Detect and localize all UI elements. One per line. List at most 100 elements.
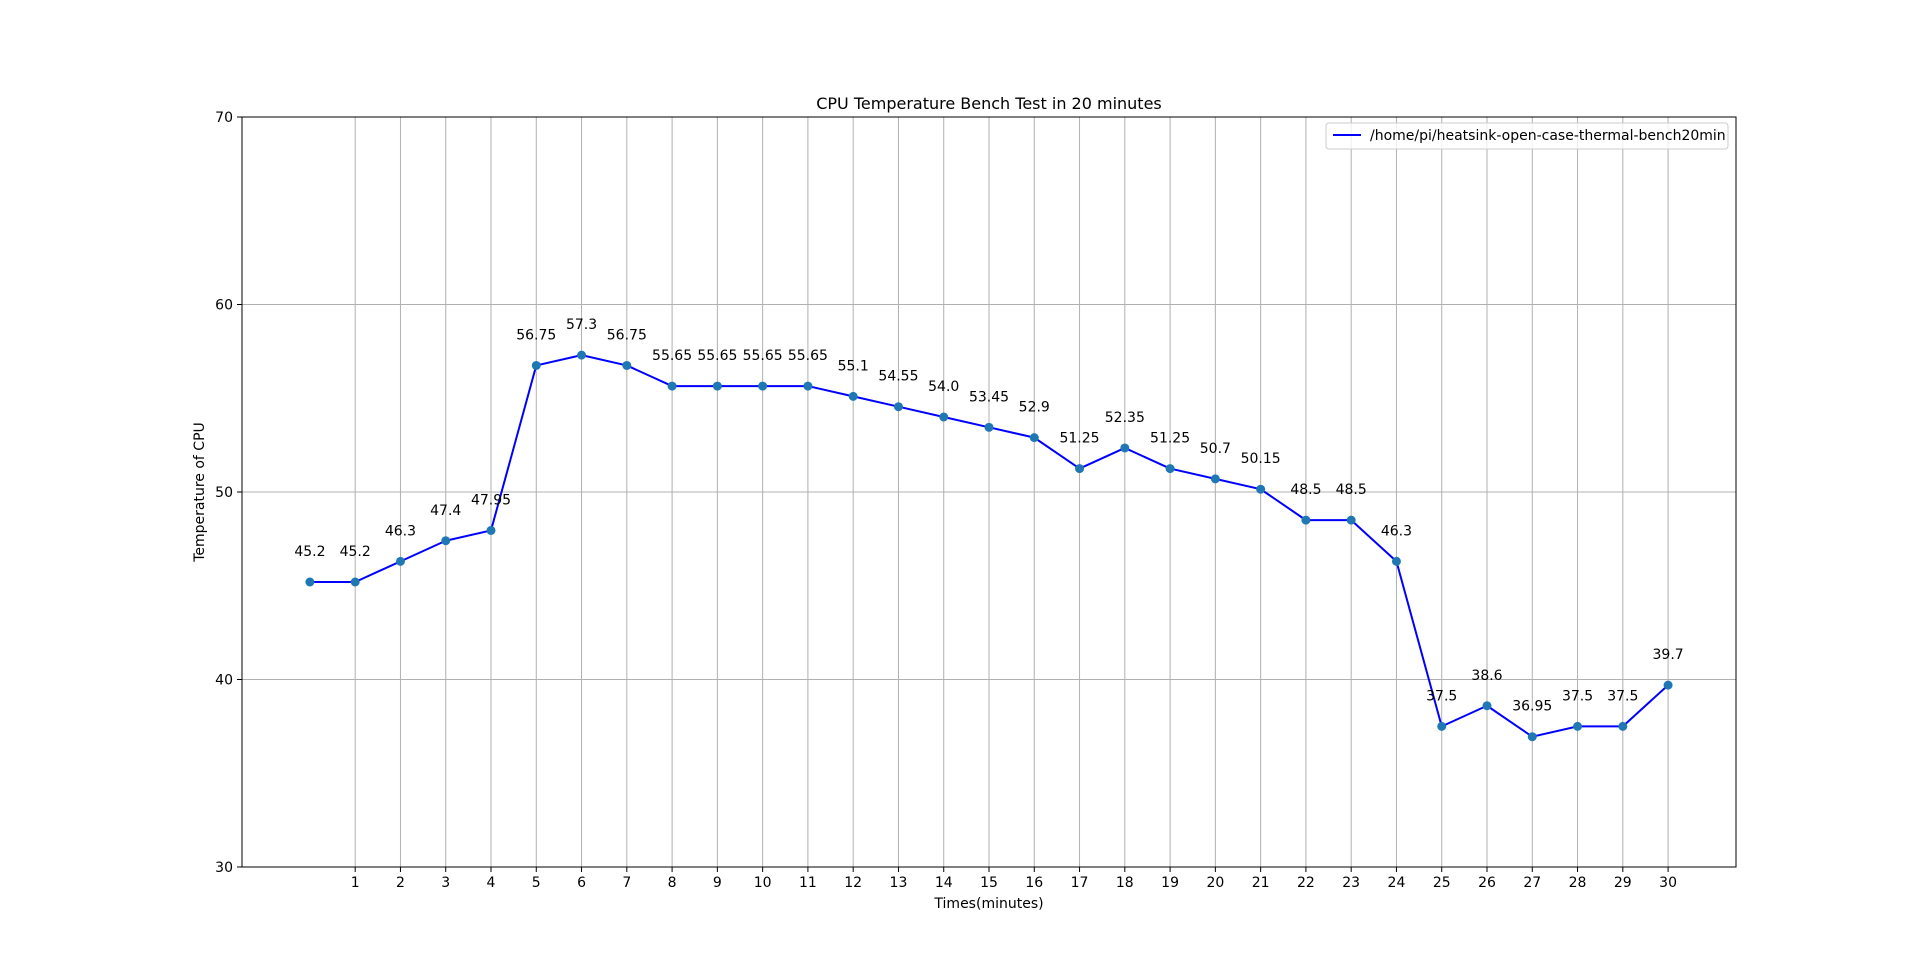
x-tick-label: 30 bbox=[1659, 875, 1677, 891]
data-label: 48.5 bbox=[1336, 482, 1367, 498]
x-tick-label: 24 bbox=[1388, 875, 1406, 891]
data-label: 53.45 bbox=[969, 389, 1009, 405]
legend-box bbox=[1325, 122, 1729, 150]
data-label: 55.65 bbox=[743, 348, 783, 364]
data-label: 37.5 bbox=[1607, 688, 1638, 704]
x-tick-label: 11 bbox=[799, 875, 817, 891]
data-label: 38.6 bbox=[1471, 668, 1502, 684]
data-point bbox=[1301, 515, 1311, 525]
data-label: 56.75 bbox=[607, 327, 647, 343]
x-tick-label: 26 bbox=[1478, 875, 1496, 891]
x-tick-label: 16 bbox=[1025, 875, 1043, 891]
data-label: 50.7 bbox=[1200, 441, 1231, 457]
x-tick-label: 15 bbox=[980, 875, 998, 891]
data-point bbox=[758, 381, 768, 391]
data-point bbox=[395, 556, 405, 566]
data-point bbox=[667, 381, 677, 391]
x-tick-label: 13 bbox=[890, 875, 908, 891]
x-tick-label: 2 bbox=[396, 875, 405, 891]
data-point bbox=[1346, 515, 1356, 525]
data-label: 46.3 bbox=[1381, 523, 1412, 539]
data-point bbox=[893, 402, 903, 412]
data-point bbox=[984, 422, 994, 432]
y-tick-label: 60 bbox=[215, 298, 233, 314]
data-point bbox=[1075, 464, 1085, 474]
legend-label: /home/pi/heatsink-open-case-thermal-benc… bbox=[1370, 128, 1726, 144]
data-label: 47.95 bbox=[471, 492, 511, 508]
data-point bbox=[531, 360, 541, 370]
data-point bbox=[1210, 474, 1220, 484]
x-tick-label: 5 bbox=[532, 875, 541, 891]
data-label: 50.15 bbox=[1241, 451, 1281, 467]
data-label: 56.75 bbox=[516, 327, 556, 343]
y-tick-label: 40 bbox=[215, 673, 233, 689]
data-point bbox=[350, 577, 360, 587]
x-tick-label: 14 bbox=[935, 875, 953, 891]
x-tick-label: 9 bbox=[713, 875, 722, 891]
data-point bbox=[486, 525, 496, 535]
chart-title: CPU Temperature Bench Test in 20 minutes bbox=[816, 94, 1162, 113]
data-point bbox=[848, 391, 858, 401]
data-point bbox=[1029, 433, 1039, 443]
x-axis-label: Times(minutes) bbox=[933, 896, 1043, 912]
data-label: 51.25 bbox=[1059, 431, 1099, 447]
data-point bbox=[1437, 721, 1447, 731]
x-tick-label: 17 bbox=[1071, 875, 1089, 891]
data-point bbox=[1482, 701, 1492, 711]
data-point bbox=[1663, 680, 1673, 690]
data-label: 48.5 bbox=[1290, 482, 1321, 498]
data-label: 54.0 bbox=[928, 379, 959, 395]
data-label: 39.7 bbox=[1653, 647, 1684, 663]
data-label: 51.25 bbox=[1150, 431, 1190, 447]
data-point bbox=[1391, 556, 1401, 566]
x-tick-label: 22 bbox=[1297, 875, 1315, 891]
x-tick-label: 27 bbox=[1523, 875, 1541, 891]
x-tick-label: 20 bbox=[1206, 875, 1224, 891]
x-tick-label: 6 bbox=[577, 875, 586, 891]
data-point bbox=[1573, 721, 1583, 731]
y-tick-label: 50 bbox=[215, 485, 233, 501]
data-label: 52.35 bbox=[1105, 410, 1145, 426]
data-label: 55.65 bbox=[788, 348, 828, 364]
data-label: 55.65 bbox=[697, 348, 737, 364]
data-label: 45.2 bbox=[294, 544, 325, 560]
data-labels: 45.2 45.2 46.3 47.4 47.95 56.75 57.3 56.75 55.65… bbox=[294, 317, 1683, 715]
data-label: 47.4 bbox=[430, 503, 461, 519]
data-label: 37.5 bbox=[1562, 688, 1593, 704]
data-point bbox=[1256, 484, 1266, 494]
data-point bbox=[803, 381, 813, 391]
x-tick-label: 4 bbox=[487, 875, 496, 891]
x-tick-label: 18 bbox=[1116, 875, 1134, 891]
data-point bbox=[577, 350, 587, 360]
x-tick-label: 7 bbox=[622, 875, 631, 891]
y-axis-label: Temperature of CPU bbox=[192, 422, 208, 563]
x-tick-label: 28 bbox=[1569, 875, 1587, 891]
x-tick-label: 12 bbox=[844, 875, 862, 891]
data-point bbox=[712, 381, 722, 391]
data-point bbox=[1527, 732, 1537, 742]
data-label: 54.55 bbox=[878, 369, 918, 385]
data-point bbox=[305, 577, 315, 587]
data-point bbox=[441, 536, 451, 546]
data-point bbox=[1618, 721, 1628, 731]
data-point bbox=[622, 360, 632, 370]
data-label: 46.3 bbox=[385, 523, 416, 539]
x-tick-label: 29 bbox=[1614, 875, 1632, 891]
data-point bbox=[939, 412, 949, 422]
data-label: 37.5 bbox=[1426, 688, 1457, 704]
x-tick-label: 10 bbox=[754, 875, 772, 891]
data-label: 36.95 bbox=[1512, 699, 1552, 715]
grid bbox=[242, 116, 1736, 868]
x-tick-label: 23 bbox=[1342, 875, 1360, 891]
series bbox=[305, 350, 1673, 742]
legend: /home/pi/heatsink-open-case-thermal-benc… bbox=[1325, 122, 1729, 150]
x-tick-label: 25 bbox=[1433, 875, 1451, 891]
data-label: 52.9 bbox=[1019, 400, 1050, 416]
data-point bbox=[1165, 464, 1175, 474]
data-label: 55.65 bbox=[652, 348, 692, 364]
data-label: 45.2 bbox=[340, 544, 371, 560]
x-tick-label: 3 bbox=[441, 875, 450, 891]
x-tick-label: 19 bbox=[1161, 875, 1179, 891]
axis-ticks: 1 2 3 4 5 6 7 8 9 10 11 12 13 14 15 16 17 18 19 20 21 22 23 24 2… bbox=[215, 110, 1677, 891]
